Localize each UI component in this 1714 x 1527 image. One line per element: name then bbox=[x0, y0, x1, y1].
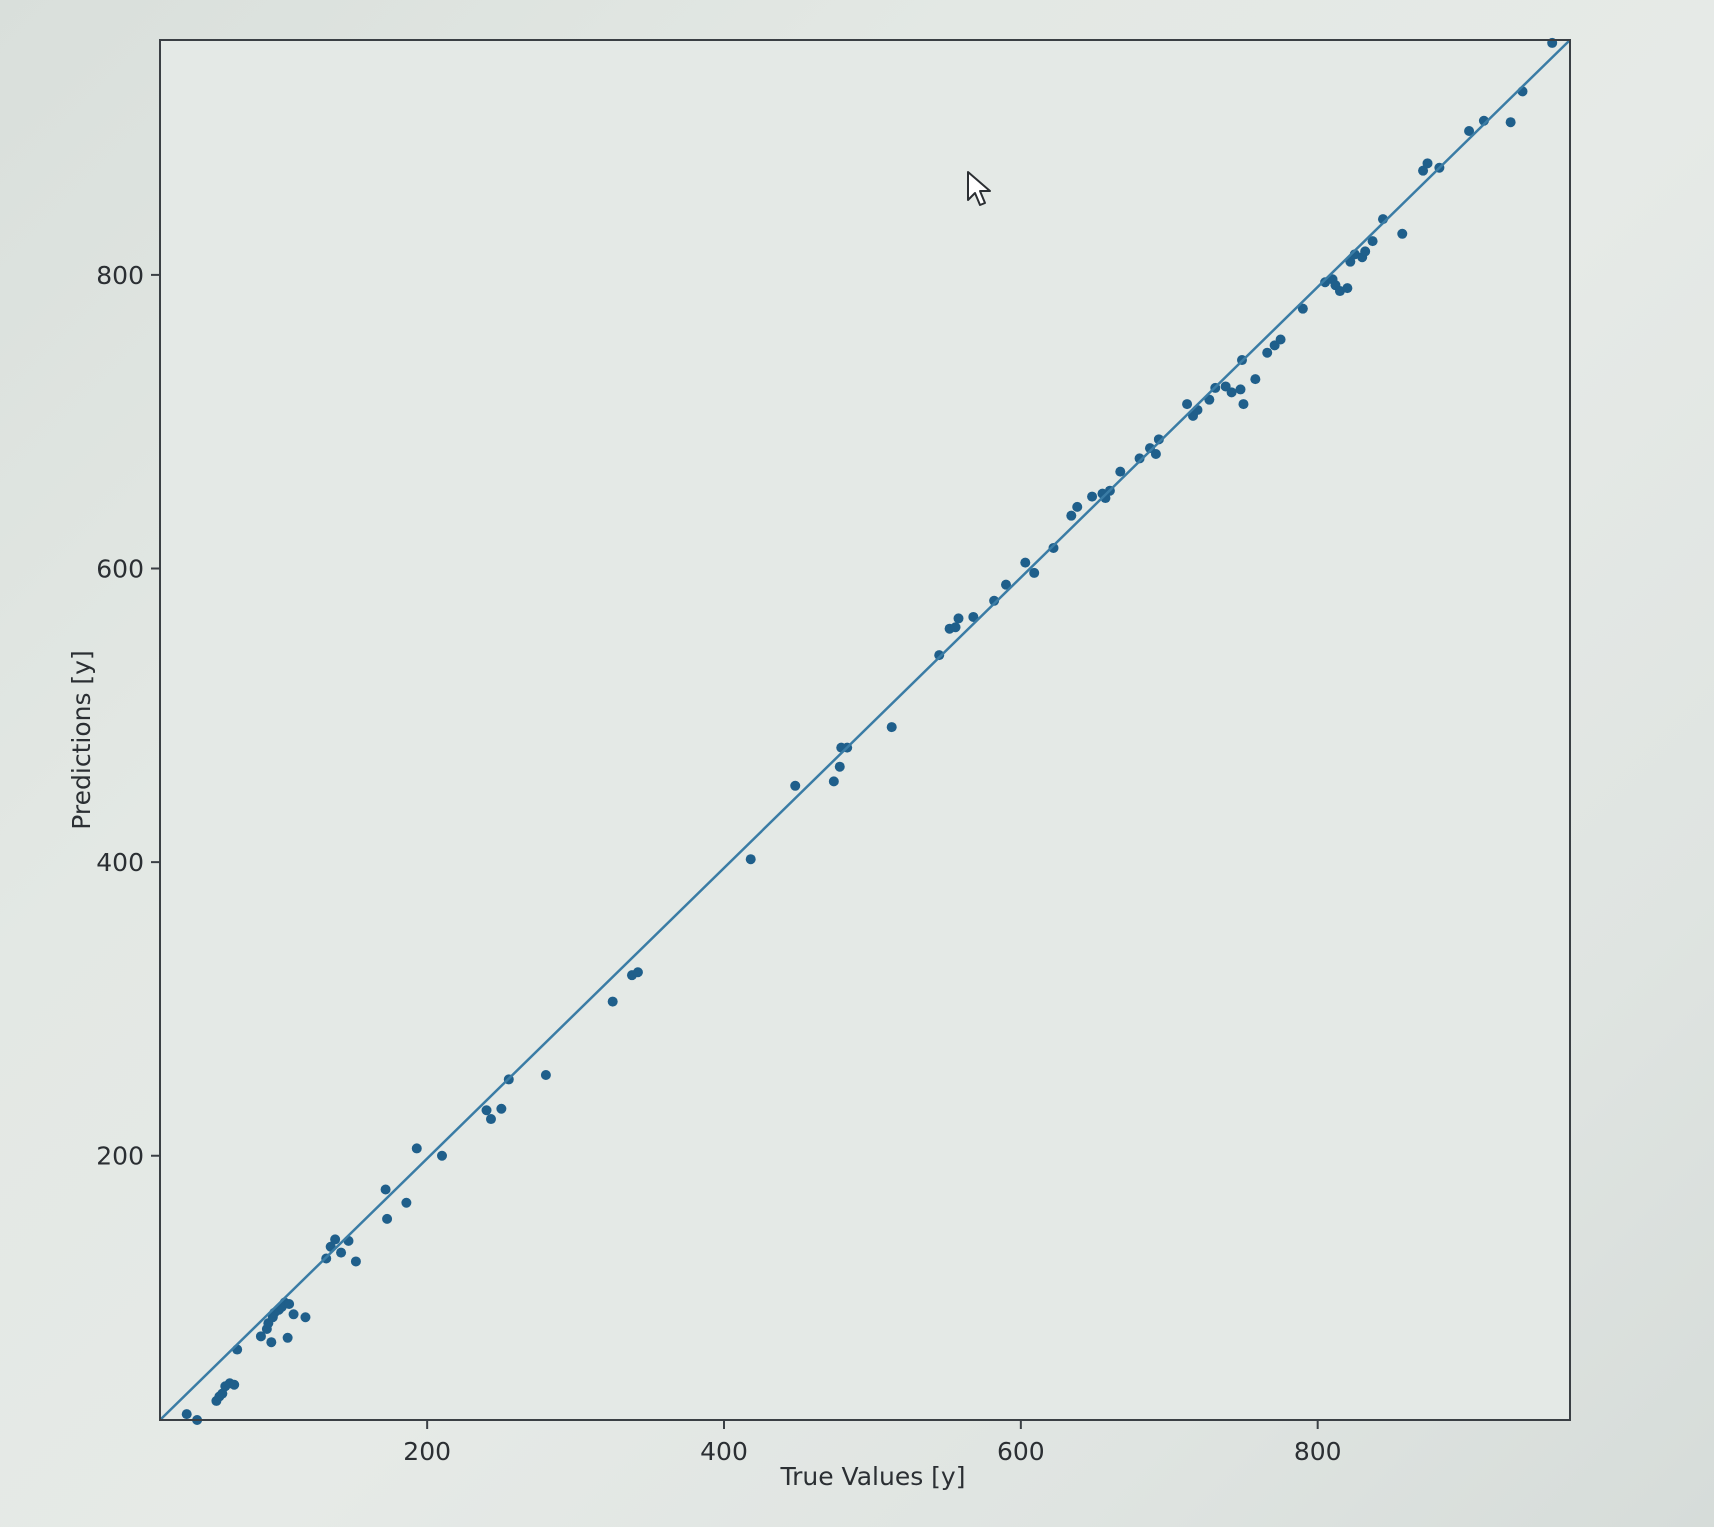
data-point bbox=[1153, 434, 1164, 445]
data-point bbox=[330, 1234, 341, 1245]
data-point bbox=[1134, 453, 1145, 464]
data-point bbox=[607, 996, 618, 1007]
plot-frame bbox=[159, 39, 1571, 1421]
data-point bbox=[1238, 399, 1249, 410]
data-point bbox=[1275, 334, 1286, 345]
data-point bbox=[382, 1213, 393, 1224]
mouse-cursor-icon bbox=[967, 171, 991, 206]
data-point bbox=[282, 1332, 293, 1343]
data-point bbox=[828, 776, 839, 787]
data-point bbox=[953, 613, 964, 624]
x-tick-label: 400 bbox=[700, 1437, 748, 1466]
x-tick-label: 800 bbox=[1294, 1437, 1342, 1466]
data-point bbox=[1182, 399, 1193, 410]
data-point bbox=[968, 611, 979, 622]
y-tick-label: 800 bbox=[96, 261, 144, 290]
data-point bbox=[336, 1247, 347, 1258]
data-point bbox=[1048, 542, 1059, 553]
data-point bbox=[485, 1114, 496, 1125]
data-point bbox=[1250, 374, 1261, 385]
data-point bbox=[1235, 384, 1246, 395]
data-point bbox=[1464, 126, 1475, 137]
data-point bbox=[288, 1309, 299, 1320]
data-point bbox=[284, 1299, 295, 1310]
data-points bbox=[181, 37, 1558, 1425]
y-tick-label: 400 bbox=[96, 848, 144, 877]
data-point bbox=[496, 1103, 507, 1114]
data-point bbox=[1066, 510, 1077, 521]
data-point bbox=[790, 780, 801, 791]
identity-line bbox=[159, 39, 1571, 1421]
data-point bbox=[886, 722, 897, 733]
data-point bbox=[540, 1070, 551, 1080]
y-axis-label: Predictions [y] bbox=[67, 650, 96, 829]
data-point bbox=[437, 1150, 447, 1161]
data-point bbox=[401, 1197, 412, 1208]
data-point bbox=[255, 1331, 266, 1342]
data-point bbox=[1087, 491, 1098, 502]
data-point bbox=[1397, 228, 1408, 239]
data-point bbox=[989, 595, 1000, 606]
data-point bbox=[1072, 501, 1083, 512]
data-point bbox=[1360, 246, 1371, 257]
data-point bbox=[481, 1105, 492, 1116]
data-point bbox=[411, 1143, 422, 1154]
y-axis-ticks: 200 400 600 800 bbox=[96, 261, 160, 1171]
y-tick-label: 600 bbox=[96, 555, 144, 584]
data-point bbox=[1367, 236, 1378, 247]
data-point bbox=[834, 761, 845, 772]
data-point bbox=[1297, 303, 1308, 314]
data-point bbox=[745, 854, 756, 865]
data-point bbox=[934, 650, 945, 661]
data-point bbox=[1422, 158, 1433, 169]
data-point bbox=[950, 622, 961, 633]
x-axis-label: True Values [y] bbox=[780, 1462, 966, 1491]
data-point bbox=[1115, 466, 1126, 477]
data-point bbox=[1226, 387, 1237, 398]
data-point bbox=[1418, 165, 1429, 176]
data-point bbox=[229, 1379, 240, 1390]
data-point bbox=[181, 1409, 192, 1420]
x-tick-label: 600 bbox=[997, 1437, 1045, 1466]
data-point bbox=[1029, 567, 1040, 578]
y-tick-label: 200 bbox=[96, 1142, 144, 1171]
data-point bbox=[1001, 579, 1011, 590]
data-point bbox=[1150, 449, 1161, 459]
data-point bbox=[300, 1312, 311, 1323]
data-point bbox=[1262, 347, 1273, 358]
data-point bbox=[1342, 283, 1353, 294]
data-point bbox=[1020, 557, 1031, 568]
data-point bbox=[632, 967, 643, 978]
data-point bbox=[266, 1337, 277, 1348]
data-point bbox=[1505, 117, 1516, 128]
x-tick-label: 200 bbox=[403, 1437, 451, 1466]
data-point bbox=[350, 1256, 361, 1267]
x-axis-ticks: 200 400 600 800 bbox=[403, 1420, 1342, 1466]
data-point bbox=[380, 1184, 391, 1195]
